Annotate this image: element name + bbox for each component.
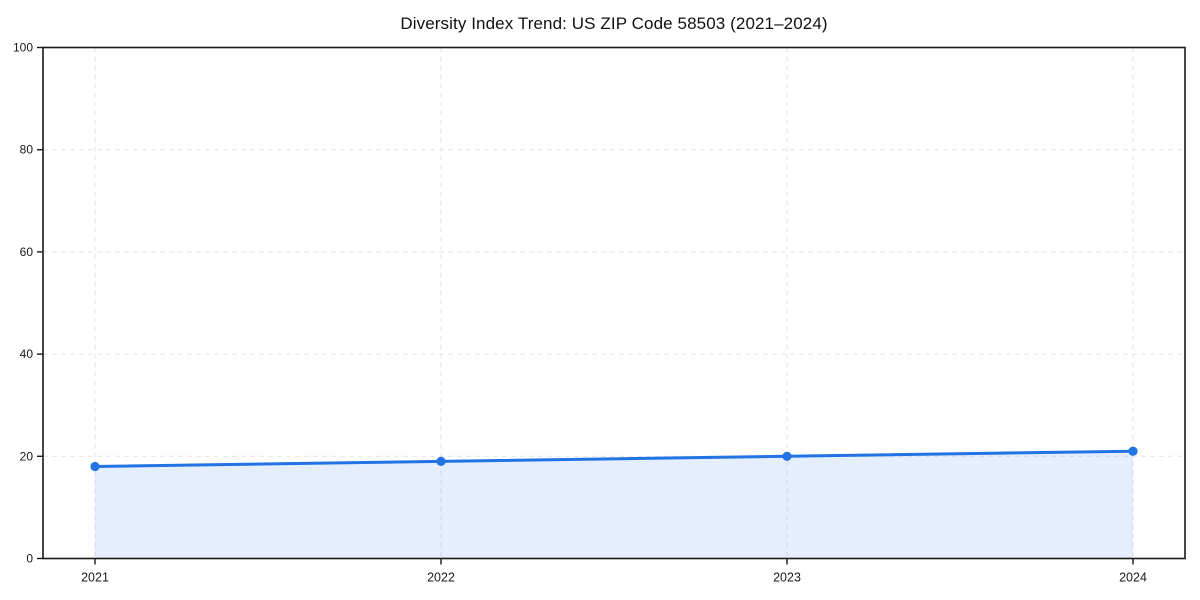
chart-title: Diversity Index Trend: US ZIP Code 58503… — [400, 14, 828, 33]
x-axis-tick-label: 2023 — [773, 571, 801, 585]
y-axis-tick-label: 100 — [13, 41, 33, 55]
x-axis-tick-label: 2022 — [427, 571, 455, 585]
y-axis-tick-label: 80 — [20, 143, 34, 157]
y-axis-tick-label: 60 — [20, 245, 34, 259]
area-fill — [95, 451, 1133, 559]
data-point-marker — [436, 456, 446, 467]
data-point-marker — [90, 461, 100, 472]
y-axis-tick-label: 20 — [20, 449, 34, 463]
plot-border — [42, 46, 1186, 560]
plot-background — [43, 47, 1185, 559]
x-axis-tick-label: 2021 — [81, 571, 109, 585]
y-axis-tick-label: 40 — [20, 347, 34, 361]
data-point-marker — [782, 451, 792, 461]
y-axis-tick-label: 0 — [26, 552, 33, 566]
data-point-marker — [1128, 446, 1138, 456]
line-series — [93, 449, 1135, 469]
x-axis-tick-label: 2024 — [1119, 571, 1147, 585]
